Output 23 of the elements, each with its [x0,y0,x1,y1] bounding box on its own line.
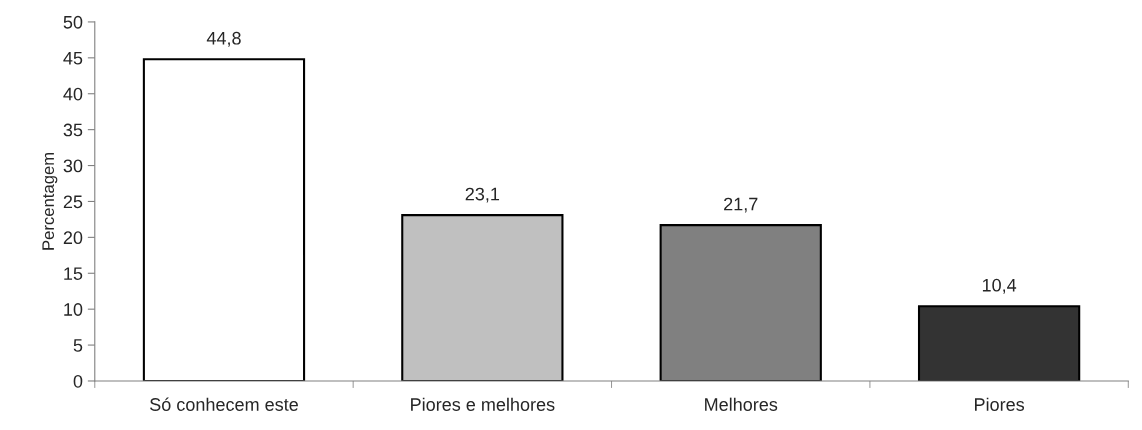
y-tick-label: 40 [63,87,83,101]
data-label: 21,7 [724,197,758,213]
data-label: 23,1 [465,187,500,203]
y-tick-label: 50 [63,15,83,29]
data-label: 10,4 [982,278,1017,294]
y-axis-title: Percentagem [42,152,58,250]
y-tick-label: 20 [63,231,83,245]
x-tick-label: Só conhecem este [150,397,298,411]
y-tick-label: 0 [73,374,83,388]
bar [401,214,564,381]
y-tick-label: 15 [64,267,83,280]
data-label: 44,8 [206,31,241,47]
y-tick-label: 30 [63,159,83,173]
x-tick-label: Piores e melhores [411,397,555,411]
y-tick-label: 35 [63,123,83,137]
y-tick-label: 10 [64,303,83,316]
bar [142,58,306,381]
y-tick-label: 5 [73,339,83,352]
x-tick-label: Piores [975,397,1025,411]
x-tick-label: Melhores [705,397,778,411]
y-tick-label: 45 [63,51,83,65]
bar [917,305,1081,381]
y-tick-label: 25 [63,195,83,209]
